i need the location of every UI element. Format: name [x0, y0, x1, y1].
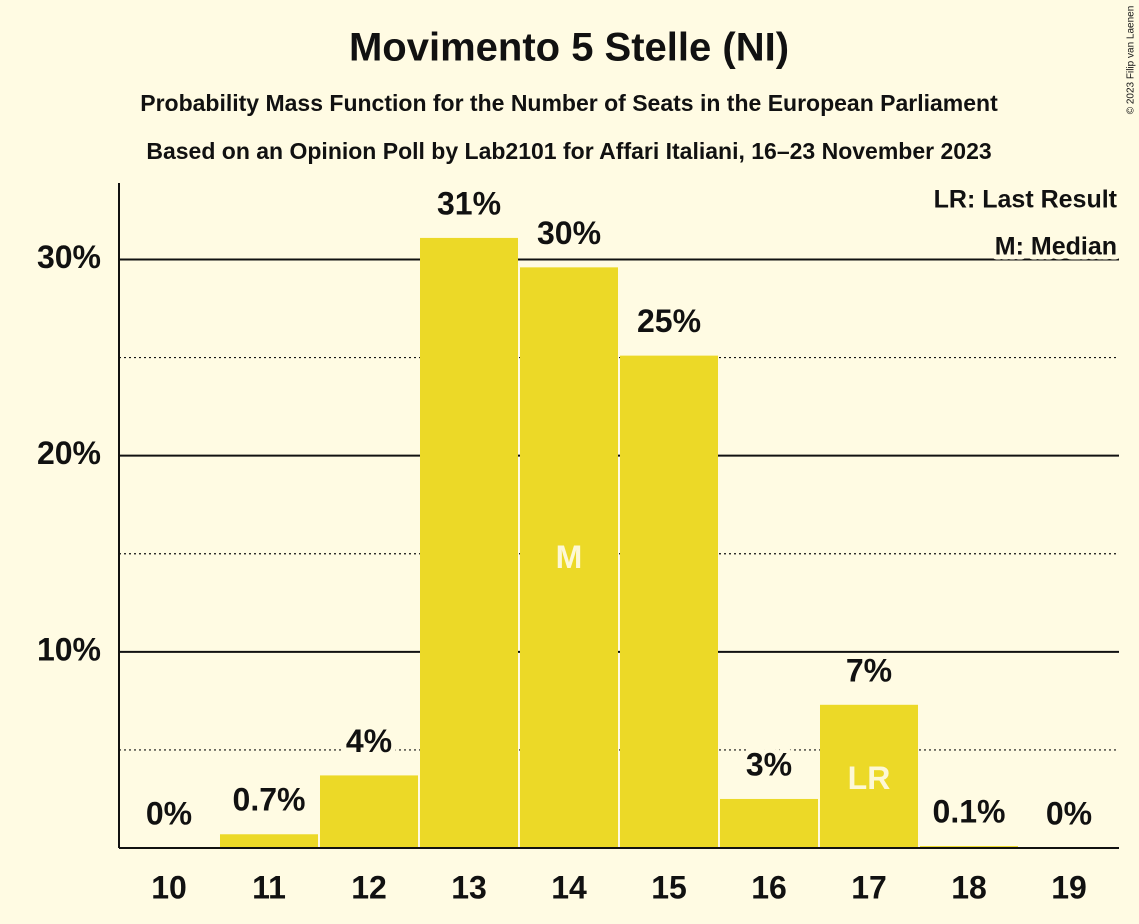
y-tick-label: 20%: [37, 435, 101, 471]
value-label: 0.7%: [233, 782, 306, 818]
x-tick-label: 11: [252, 869, 286, 905]
value-label: 0.1%: [933, 793, 1006, 829]
x-tick-label: 19: [1051, 869, 1087, 905]
x-tick-label: 18: [951, 869, 987, 905]
value-label: 4%: [346, 723, 392, 759]
bar: [320, 775, 418, 848]
value-label: 31%: [437, 185, 501, 221]
x-tick-label: 13: [451, 869, 487, 905]
y-tick-label: 10%: [37, 631, 101, 667]
x-tick-label: 12: [351, 869, 387, 905]
x-tick-label: 16: [751, 869, 787, 905]
bar: [620, 355, 718, 848]
chart-subtitle: Probability Mass Function for the Number…: [140, 90, 998, 116]
value-label: 25%: [637, 303, 701, 339]
bar-annotation: LR: [848, 760, 891, 796]
bar-annotation: M: [556, 539, 583, 575]
bar: [720, 798, 818, 848]
y-tick-label: 30%: [37, 239, 101, 275]
bar: [420, 237, 518, 848]
bar: [820, 704, 918, 848]
chart-title: Movimento 5 Stelle (NI): [349, 26, 789, 70]
legend-entry: M: Median: [995, 233, 1117, 261]
value-label: 0%: [1046, 795, 1092, 831]
bar: [520, 267, 618, 848]
bar: [220, 834, 318, 848]
x-tick-label: 17: [851, 869, 887, 905]
value-label: 3%: [746, 746, 792, 782]
x-tick-label: 10: [151, 869, 187, 905]
value-label: 30%: [537, 215, 601, 251]
legend-entry: LR: Last Result: [934, 186, 1118, 214]
value-label: 7%: [846, 652, 892, 688]
x-tick-label: 14: [551, 869, 587, 905]
x-tick-label: 15: [651, 869, 687, 905]
value-label: 0%: [146, 795, 192, 831]
chart-subtitle: Based on an Opinion Poll by Lab2101 for …: [146, 138, 991, 164]
copyright: © 2023 Filip van Laenen: [1126, 6, 1137, 115]
